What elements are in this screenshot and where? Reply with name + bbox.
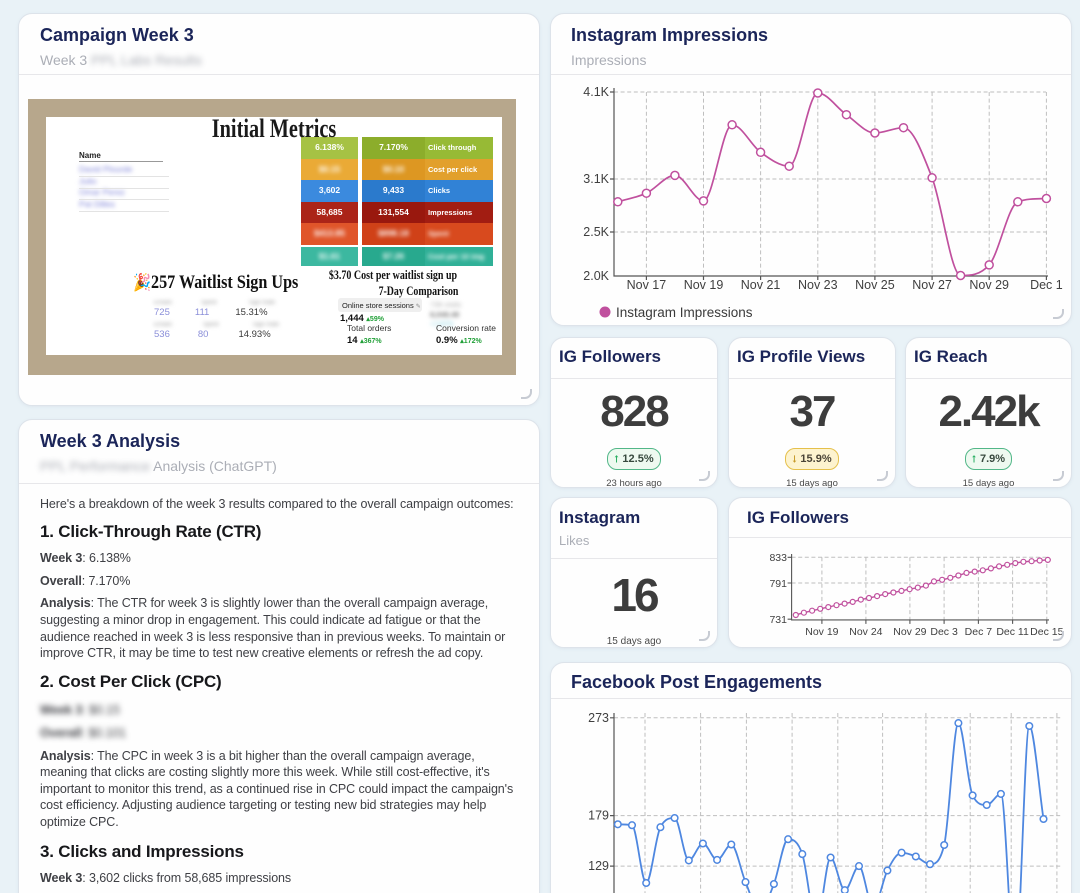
- svg-text:Dec 7: Dec 7: [965, 626, 993, 638]
- svg-text:Dec 11: Dec 11: [996, 626, 1029, 638]
- svg-text:Nov 23: Nov 23: [798, 278, 838, 292]
- svg-text:Nov 29: Nov 29: [969, 278, 1009, 292]
- svg-text:4.1K: 4.1K: [583, 85, 609, 99]
- svg-text:Nov 19: Nov 19: [684, 278, 724, 292]
- svg-text:Dec 3: Dec 3: [930, 626, 958, 638]
- svg-text:791: 791: [769, 578, 787, 590]
- svg-text:Nov 21: Nov 21: [741, 278, 781, 292]
- svg-text:Nov 17: Nov 17: [627, 278, 667, 292]
- svg-text:Nov 24: Nov 24: [849, 626, 882, 638]
- svg-text:Nov 25: Nov 25: [855, 278, 895, 292]
- svg-text:179: 179: [588, 809, 609, 823]
- svg-text:833: 833: [769, 552, 787, 564]
- svg-text:731: 731: [769, 614, 787, 626]
- svg-text:Nov 19: Nov 19: [805, 626, 838, 638]
- svg-text:3.1K: 3.1K: [583, 172, 609, 186]
- svg-text:273: 273: [588, 711, 609, 725]
- svg-text:Nov 27: Nov 27: [912, 278, 952, 292]
- svg-text:Instagram Impressions: Instagram Impressions: [616, 305, 753, 320]
- svg-text:129: 129: [588, 859, 609, 873]
- svg-text:2.0K: 2.0K: [583, 269, 609, 283]
- svg-text:2.5K: 2.5K: [583, 225, 609, 239]
- svg-text:Nov 29: Nov 29: [893, 626, 926, 638]
- svg-text:Dec 1: Dec 1: [1030, 278, 1063, 292]
